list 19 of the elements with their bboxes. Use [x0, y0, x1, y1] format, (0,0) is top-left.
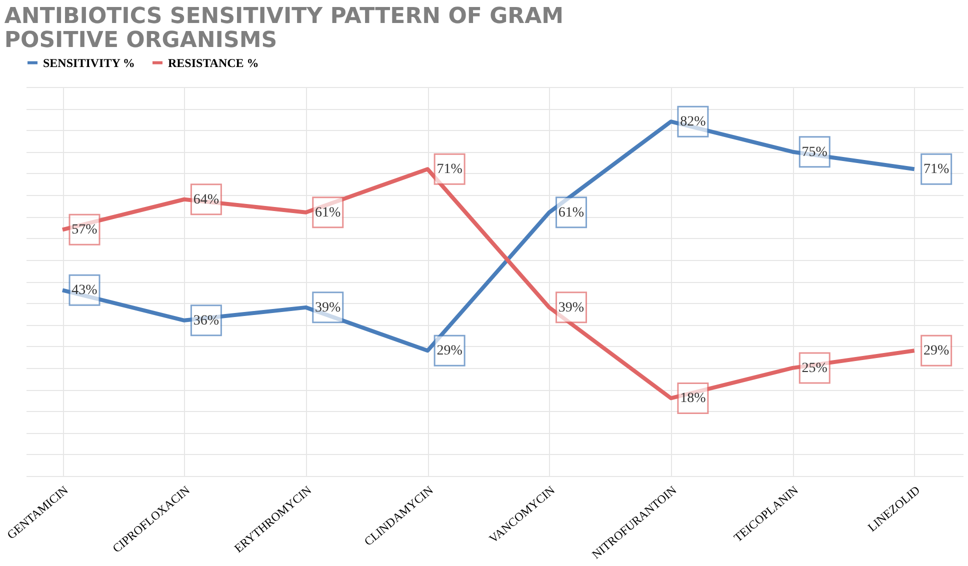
data-label: 57%	[72, 222, 98, 238]
data-label: 18%	[680, 391, 706, 406]
data-label: 29%	[923, 344, 950, 359]
data-label: 61%	[558, 205, 584, 220]
data-label: 29%	[436, 344, 463, 359]
data-label: 43%	[72, 283, 98, 298]
legend-label: RESISTANCE %	[168, 56, 259, 70]
data-label: 75%	[802, 144, 828, 160]
data-label: 39%	[315, 300, 342, 316]
data-label: 64%	[193, 192, 220, 208]
data-label: 39%	[558, 300, 584, 316]
data-label: 71%	[923, 162, 950, 178]
data-label: 25%	[802, 360, 828, 376]
data-label: 71%	[436, 162, 463, 178]
chart-title: ANTIBIOTICS SENSITIVITY PATTERN OF GRAM POSITIVE ORGANISMS	[4, 4, 564, 53]
data-label: 36%	[193, 313, 220, 328]
data-label: 82%	[680, 114, 706, 130]
legend-label: SENSITIVITY %	[43, 56, 135, 70]
data-label: 61%	[315, 205, 342, 220]
